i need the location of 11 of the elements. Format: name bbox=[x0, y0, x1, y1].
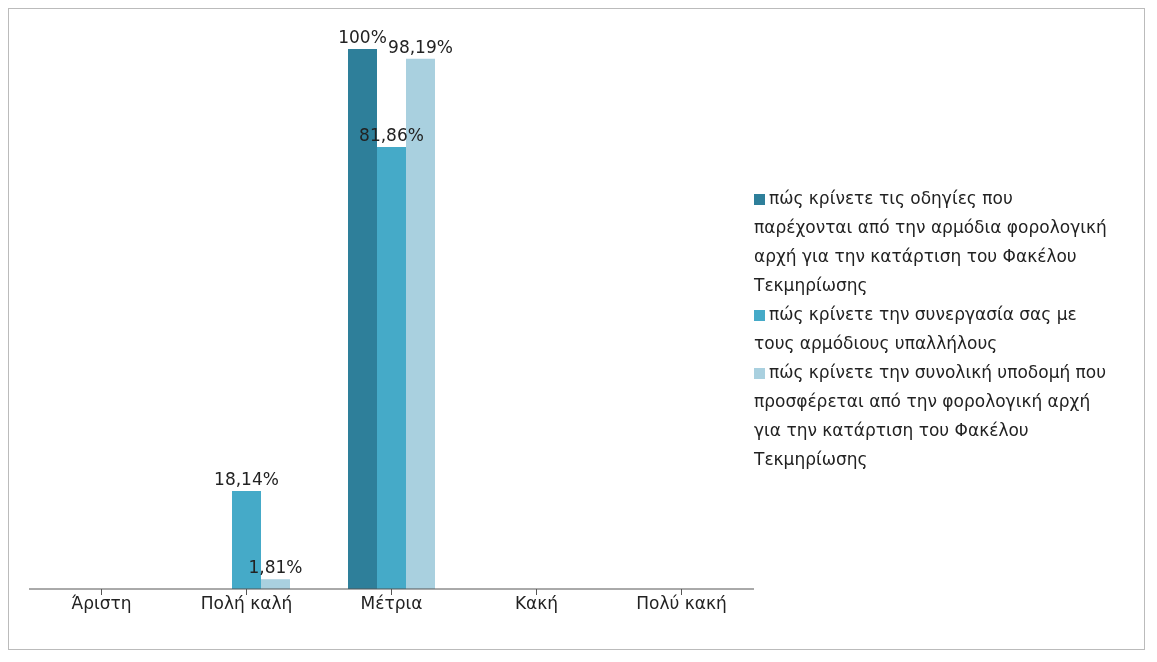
bar bbox=[377, 146, 406, 589]
legend-label: πώς κρίνετε την συνολική υποδομή που προσφέρεται από την φορολογική αρχή για την κατάρτιση του Φακέλου Τεκμηρίωσης bbox=[754, 362, 1107, 469]
x-tick-label: Πολή καλή bbox=[200, 593, 293, 614]
data-label: 18,14% bbox=[214, 469, 279, 490]
x-tick-label: Πολύ κακή bbox=[636, 593, 727, 614]
x-tick-label: Μέτρια bbox=[360, 593, 423, 614]
x-tick-label: Κακή bbox=[514, 593, 559, 614]
bar bbox=[261, 579, 290, 589]
x-tick-label: Άριστη bbox=[71, 593, 132, 614]
data-label: 98,19% bbox=[388, 36, 453, 57]
data-label: 100% bbox=[338, 27, 387, 47]
